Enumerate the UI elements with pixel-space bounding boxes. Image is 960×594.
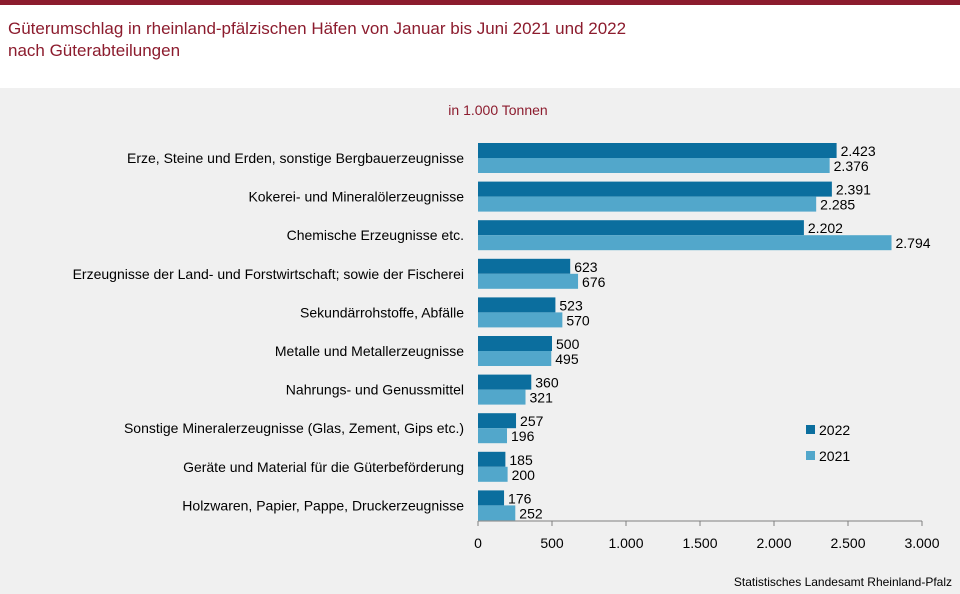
category-label: Nahrungs- und Genussmittel xyxy=(286,382,464,398)
bar-2021 xyxy=(478,466,508,482)
data-label-2021: 252 xyxy=(519,505,543,521)
x-tick-label: 500 xyxy=(540,535,564,551)
x-tick-label: 2.500 xyxy=(830,535,865,551)
bar-2022 xyxy=(478,374,532,390)
data-label-2021: 495 xyxy=(555,351,579,367)
data-label-2022: 523 xyxy=(559,297,583,313)
category-label: Metalle und Metallerzeugnisse xyxy=(275,343,464,359)
data-label-2022: 257 xyxy=(520,413,544,429)
chart-title-line-1: Güterumschlag in rheinland-pfälzischen H… xyxy=(8,19,627,38)
bar-2022 xyxy=(478,143,837,158)
data-label-2022: 2.423 xyxy=(841,143,876,159)
category-label: Kokerei- und Mineralölerzeugnisse xyxy=(248,189,464,205)
bar-2021 xyxy=(478,351,552,366)
legend-label-2021: 2021 xyxy=(819,448,850,464)
data-label-2022: 623 xyxy=(574,259,598,275)
data-label-2022: 176 xyxy=(508,490,532,506)
bar-2022 xyxy=(478,490,505,506)
x-tick-label: 3.000 xyxy=(904,535,939,551)
bar-2021 xyxy=(478,158,830,173)
data-label-2021: 2.794 xyxy=(896,235,931,251)
bar-2021 xyxy=(478,312,563,328)
category-label: Holzwaren, Papier, Pappe, Druckerzeugnis… xyxy=(182,497,464,513)
legend-swatch-2021 xyxy=(806,451,815,460)
data-label-2021: 676 xyxy=(582,274,606,290)
x-tick-label: 0 xyxy=(474,535,482,551)
bar-2022 xyxy=(478,258,571,274)
x-tick-label: 2.000 xyxy=(756,535,791,551)
x-tick-label: 1.000 xyxy=(608,535,643,551)
data-label-2022: 185 xyxy=(509,452,533,468)
bar-2021 xyxy=(478,196,817,212)
unit-label: in 1.000 Tonnen xyxy=(448,102,548,118)
category-label: Chemische Erzeugnisse etc. xyxy=(287,227,464,243)
bar-2021 xyxy=(478,505,516,521)
chart-title-line-2: nach Güterabteilungen xyxy=(8,41,181,60)
bar-2022 xyxy=(478,413,517,429)
data-label-2021: 196 xyxy=(511,428,535,444)
bar-2021 xyxy=(478,235,892,251)
bar-2022 xyxy=(478,297,556,313)
data-label-2021: 2.285 xyxy=(820,197,855,213)
chart-title: Güterumschlag in rheinland-pfälzischen H… xyxy=(8,18,626,62)
data-label-2021: 570 xyxy=(566,312,590,328)
data-label-2022: 2.391 xyxy=(836,182,871,198)
legend-label-2022: 2022 xyxy=(819,422,850,438)
category-label: Erzeugnisse der Land- und Forstwirtschaf… xyxy=(73,266,464,282)
bar-2021 xyxy=(478,273,579,289)
category-label: Sonstige Mineralerzeugnisse (Glas, Zemen… xyxy=(124,420,464,436)
data-label-2021: 321 xyxy=(530,390,554,406)
top-accent-bar xyxy=(0,0,960,5)
category-label: Sekundärrohstoffe, Abfälle xyxy=(300,304,464,320)
source-note: Statistisches Landesamt Rheinland-Pfalz xyxy=(733,575,952,589)
bar-2021 xyxy=(478,428,508,444)
bar-2022 xyxy=(478,181,832,197)
data-label-2022: 500 xyxy=(556,336,580,352)
x-tick-label: 1.500 xyxy=(682,535,717,551)
bar-2021 xyxy=(478,389,526,405)
legend-swatch-2022 xyxy=(806,425,815,434)
data-label-2021: 200 xyxy=(512,467,536,483)
bar-2022 xyxy=(478,336,552,351)
data-label-2022: 360 xyxy=(535,375,559,391)
data-label-2022: 2.202 xyxy=(808,220,843,236)
bar-2022 xyxy=(478,220,804,236)
bar-2022 xyxy=(478,451,506,467)
category-label: Geräte und Material für die Güterbeförde… xyxy=(183,459,464,475)
category-label: Erze, Steine und Erden, sonstige Bergbau… xyxy=(127,150,464,166)
data-label-2021: 2.376 xyxy=(834,158,869,174)
